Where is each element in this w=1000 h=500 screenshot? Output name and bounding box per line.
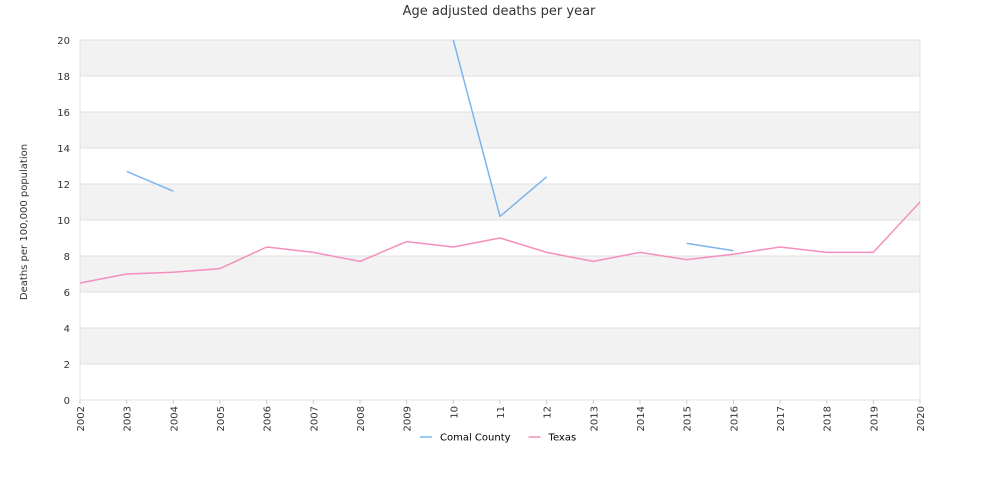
x-tick-label: 2017 xyxy=(776,406,787,431)
x-axis-ticks: 2002 2003 2004 2005 2006 2007 2008 2009 10 11 12 20… xyxy=(76,400,927,431)
y-axis-ticks: 0 2 4 6 8 10 12 14 16 18 20 xyxy=(57,36,70,407)
y-tick-label: 10 xyxy=(57,216,70,227)
x-tick-label: 11 xyxy=(496,406,507,419)
series-line-segment xyxy=(686,242,734,252)
series-0 xyxy=(126,39,734,252)
chart-title: Age adjusted deaths per year xyxy=(403,4,596,19)
x-tick-label: 2014 xyxy=(636,406,647,431)
y-tick-label: 18 xyxy=(57,72,70,83)
y-tick-label: 12 xyxy=(57,180,70,191)
x-tick-label: 2002 xyxy=(76,406,87,431)
legend: Comal County Texas xyxy=(420,433,576,444)
x-tick-label: 12 xyxy=(543,406,554,419)
y-tick-label: 8 xyxy=(64,252,70,263)
series-line-segment xyxy=(126,170,174,192)
x-tick-label: 2016 xyxy=(729,406,740,431)
legend-label: Texas xyxy=(548,433,577,444)
series-line-segment xyxy=(79,201,921,284)
legend-item[interactable]: Comal County xyxy=(420,433,511,444)
y-tick-label: 4 xyxy=(64,324,70,335)
legend-item[interactable]: Texas xyxy=(528,433,577,444)
x-tick-label: 2003 xyxy=(123,406,134,431)
y-axis-label: Deaths per 100,000 population xyxy=(19,144,30,300)
series-line-segment xyxy=(452,39,548,218)
x-tick-label: 2005 xyxy=(216,406,227,431)
y-tick-label: 16 xyxy=(57,108,70,119)
plot-band xyxy=(80,256,920,292)
y-tick-label: 14 xyxy=(57,144,70,155)
x-tick-label: 2015 xyxy=(683,406,694,431)
x-tick-label: 2019 xyxy=(869,406,880,431)
gridlines xyxy=(79,39,921,401)
y-tick-label: 0 xyxy=(64,396,70,407)
x-tick-label: 2020 xyxy=(916,406,927,431)
x-tick-label: 2008 xyxy=(356,406,367,431)
x-tick-label: 2006 xyxy=(263,406,274,431)
plot-band xyxy=(80,328,920,364)
x-tick-label: 2004 xyxy=(169,406,180,431)
y-tick-label: 20 xyxy=(57,36,70,47)
plot-band xyxy=(80,112,920,148)
x-tick-label: 2009 xyxy=(403,406,414,431)
y-tick-label: 6 xyxy=(64,288,70,299)
legend-label: Comal County xyxy=(440,433,511,444)
plot-bands xyxy=(80,40,920,364)
x-tick-label: 10 xyxy=(449,406,460,419)
x-tick-label: 2018 xyxy=(823,406,834,431)
x-tick-label: 2013 xyxy=(589,406,600,431)
y-tick-label: 2 xyxy=(64,360,70,371)
plot-band xyxy=(80,40,920,76)
series-1 xyxy=(79,201,921,284)
series-lines xyxy=(79,39,921,284)
x-tick-label: 2007 xyxy=(309,406,320,431)
